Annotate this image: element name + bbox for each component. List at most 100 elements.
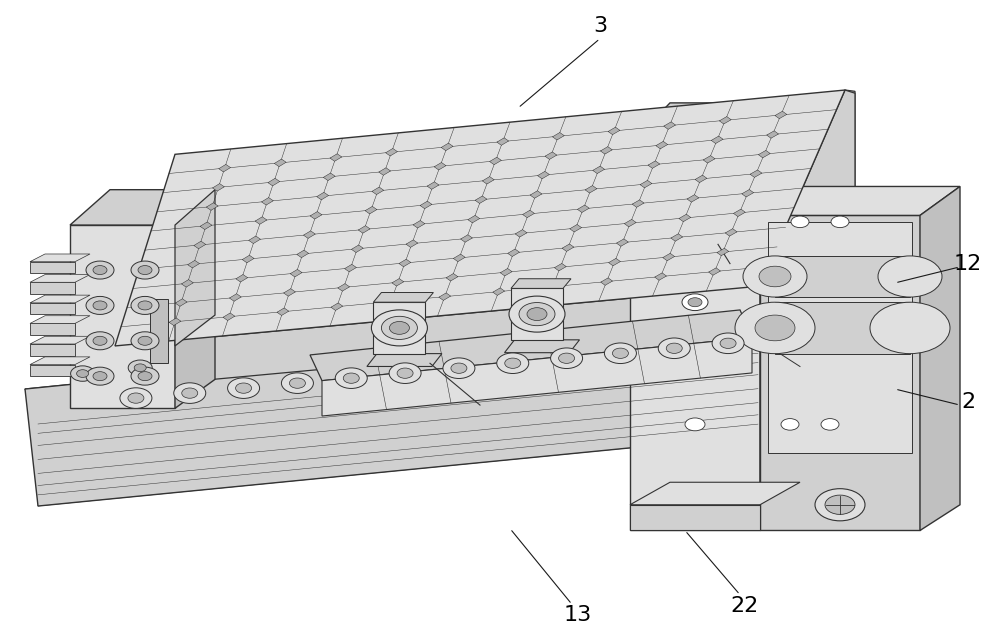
Polygon shape [630,145,760,530]
Polygon shape [219,165,231,172]
Circle shape [397,368,413,378]
Polygon shape [609,258,620,266]
Text: 3: 3 [593,15,607,36]
Circle shape [228,378,260,399]
Polygon shape [632,200,644,207]
Text: 12: 12 [954,253,982,274]
Polygon shape [284,289,295,296]
Polygon shape [322,338,752,416]
Circle shape [131,332,159,350]
Circle shape [781,419,799,430]
Polygon shape [725,229,737,236]
Polygon shape [30,275,90,282]
Circle shape [791,216,809,228]
Circle shape [131,261,159,279]
Polygon shape [468,215,480,223]
Polygon shape [760,90,855,329]
Circle shape [870,302,950,354]
Polygon shape [200,222,212,230]
Polygon shape [345,264,356,272]
Polygon shape [552,132,564,140]
Circle shape [128,360,152,376]
Polygon shape [663,253,675,261]
Polygon shape [365,206,377,214]
Polygon shape [406,240,418,248]
Polygon shape [30,303,75,314]
Polygon shape [515,230,527,237]
Circle shape [612,348,628,358]
Polygon shape [372,187,384,195]
Circle shape [451,363,467,374]
Circle shape [825,495,855,514]
Polygon shape [38,359,758,441]
Polygon shape [545,152,557,159]
Polygon shape [750,170,762,177]
Polygon shape [30,262,75,273]
Polygon shape [600,147,612,154]
Polygon shape [616,239,628,246]
Text: 22: 22 [731,595,759,616]
Circle shape [527,307,547,320]
Polygon shape [711,136,723,143]
Polygon shape [30,316,90,323]
Polygon shape [38,342,758,421]
Circle shape [174,383,206,403]
Polygon shape [351,245,363,253]
Polygon shape [511,279,571,288]
Polygon shape [742,190,754,197]
Polygon shape [30,336,90,344]
Polygon shape [115,90,845,346]
Circle shape [519,302,555,325]
Polygon shape [38,384,758,469]
Polygon shape [547,283,559,291]
Circle shape [93,301,107,310]
Polygon shape [490,157,501,165]
Polygon shape [775,256,910,297]
Polygon shape [630,103,800,145]
Polygon shape [249,236,261,244]
Polygon shape [920,186,960,530]
Polygon shape [434,163,446,170]
Polygon shape [453,254,465,262]
Circle shape [735,302,815,354]
Polygon shape [30,282,75,294]
Circle shape [712,333,744,354]
Polygon shape [655,273,667,280]
Circle shape [509,296,565,332]
Polygon shape [323,173,335,181]
Polygon shape [358,226,370,233]
Circle shape [682,294,708,311]
Circle shape [831,216,849,228]
Circle shape [93,266,107,275]
Polygon shape [554,264,566,271]
Circle shape [666,343,682,354]
Polygon shape [733,209,745,217]
Polygon shape [38,350,758,430]
Polygon shape [399,259,411,267]
Polygon shape [277,308,289,316]
Polygon shape [169,318,181,325]
Circle shape [815,489,865,521]
Polygon shape [30,323,75,335]
Polygon shape [297,250,309,258]
Polygon shape [38,398,758,483]
Polygon shape [523,210,534,218]
Polygon shape [630,505,760,530]
Polygon shape [30,295,90,303]
Circle shape [128,393,144,403]
Polygon shape [229,294,241,302]
Polygon shape [439,293,451,300]
Text: 13: 13 [564,605,592,626]
Circle shape [559,353,575,363]
Polygon shape [268,178,280,186]
Circle shape [755,315,795,341]
Circle shape [878,256,942,297]
Polygon shape [206,203,218,210]
Circle shape [93,372,107,381]
Circle shape [86,332,114,350]
Circle shape [134,364,146,372]
Polygon shape [593,166,605,174]
Polygon shape [385,298,397,305]
Polygon shape [562,244,574,251]
Polygon shape [261,197,273,205]
